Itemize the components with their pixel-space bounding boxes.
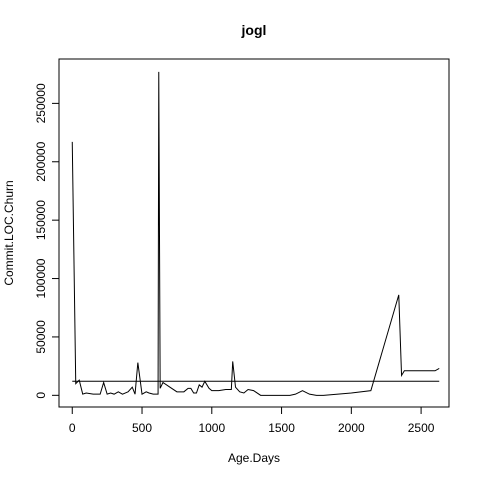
x-tick-label: 2500 (408, 421, 435, 435)
y-axis-label: Commit.LOC.Churn (2, 180, 16, 285)
x-tick-label: 1500 (268, 421, 295, 435)
y-tick-label: 100000 (34, 258, 48, 298)
x-tick-label: 1000 (198, 421, 225, 435)
x-tick-label: 2000 (338, 421, 365, 435)
x-axis-label: Age.Days (228, 451, 280, 465)
y-tick-label: 250000 (34, 83, 48, 123)
series-line (71, 71, 440, 396)
x-axis: 0 500 1000 1500 2000 2500 (69, 406, 435, 435)
y-tick-label: 0 (34, 392, 48, 399)
y-tick-label: 150000 (34, 200, 48, 240)
y-tick-label: 200000 (34, 141, 48, 181)
chart-title: jogl (241, 22, 267, 38)
y-axis: 0 50000 100000 150000 200000 250000 (34, 83, 60, 399)
x-tick-label: 0 (69, 421, 76, 435)
plot-area-frame (58, 58, 450, 408)
series-layer (71, 71, 440, 396)
x-tick-label: 500 (132, 421, 152, 435)
y-tick-label: 50000 (34, 320, 48, 354)
